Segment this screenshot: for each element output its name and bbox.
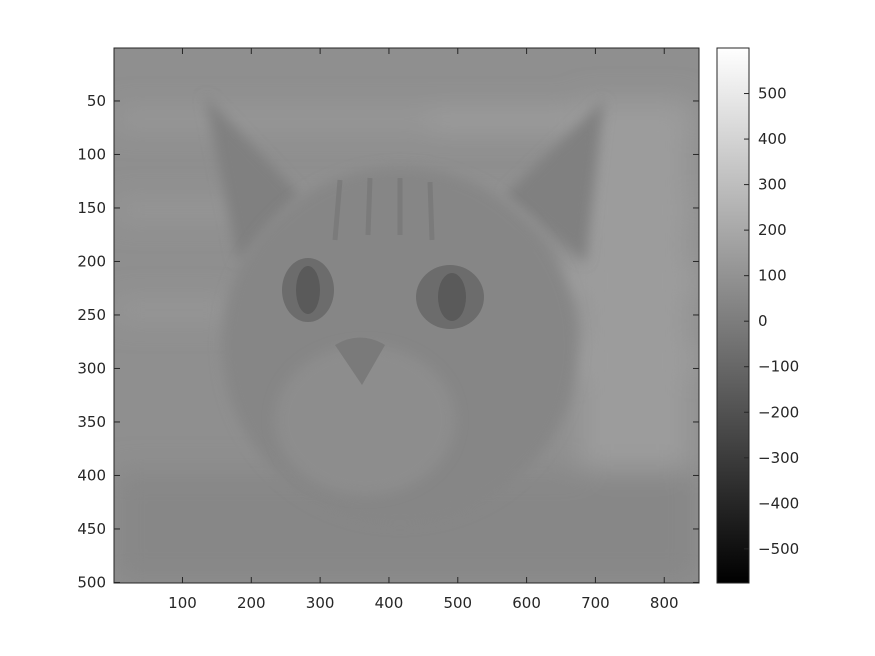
y-tick-label: 400: [77, 466, 106, 484]
x-tick-label: 200: [237, 594, 266, 612]
y-tick-label: 500: [77, 573, 106, 591]
colorbar-tick-label: −200: [758, 403, 799, 421]
colorbar: [716, 47, 750, 584]
background-chair: [114, 100, 699, 583]
cat-muzzle: [275, 345, 455, 495]
y-tick-label: 150: [77, 199, 106, 217]
axes-frame: [113, 47, 700, 584]
y-tick-label: 50: [87, 92, 106, 110]
colorbar-tick-label: 200: [758, 221, 787, 239]
colorbar-axis: 500 400 300 200 100 0 −100 −200 −300 −400 −500: [744, 85, 799, 558]
cat-stripes: [332, 177, 435, 241]
colorbar-tick-label: 500: [758, 85, 787, 103]
image-heatmap: [114, 48, 699, 583]
x-tick-label: 100: [168, 594, 197, 612]
y-axis: 50 100 150 200 250 300 350 400 450 500: [77, 92, 699, 591]
colorbar-tick-label: 300: [758, 176, 787, 194]
cat-left-pupil: [296, 266, 320, 314]
colorbar-tick-label: −400: [758, 494, 799, 512]
x-tick-label: 300: [306, 594, 335, 612]
colorbar-tick-label: 400: [758, 130, 787, 148]
y-tick-label: 100: [77, 145, 106, 163]
y-tick-label: 250: [77, 306, 106, 324]
cat-right-pupil: [438, 273, 466, 321]
colorbar-tick-label: −300: [758, 449, 799, 467]
x-axis: 100 200 300 400 500 600 700 800: [168, 48, 679, 612]
y-tick-label: 300: [77, 359, 106, 377]
cat-right-ear: [505, 100, 604, 262]
x-tick-label: 400: [375, 594, 404, 612]
x-tick-label: 500: [443, 594, 472, 612]
x-tick-label: 700: [581, 594, 610, 612]
cat-nose: [335, 337, 385, 385]
y-tick-label: 450: [77, 520, 106, 538]
y-tick-label: 200: [77, 252, 106, 270]
colorbar-tick-label: −500: [758, 540, 799, 558]
y-tick-label: 350: [77, 413, 106, 431]
colorbar-tick-label: 100: [758, 267, 787, 285]
cat-shape: [205, 96, 604, 523]
colorbar-tick-label: −100: [758, 358, 799, 376]
x-tick-label: 600: [512, 594, 541, 612]
x-tick-label: 800: [650, 594, 679, 612]
colorbar-tick-label: 0: [758, 312, 768, 330]
